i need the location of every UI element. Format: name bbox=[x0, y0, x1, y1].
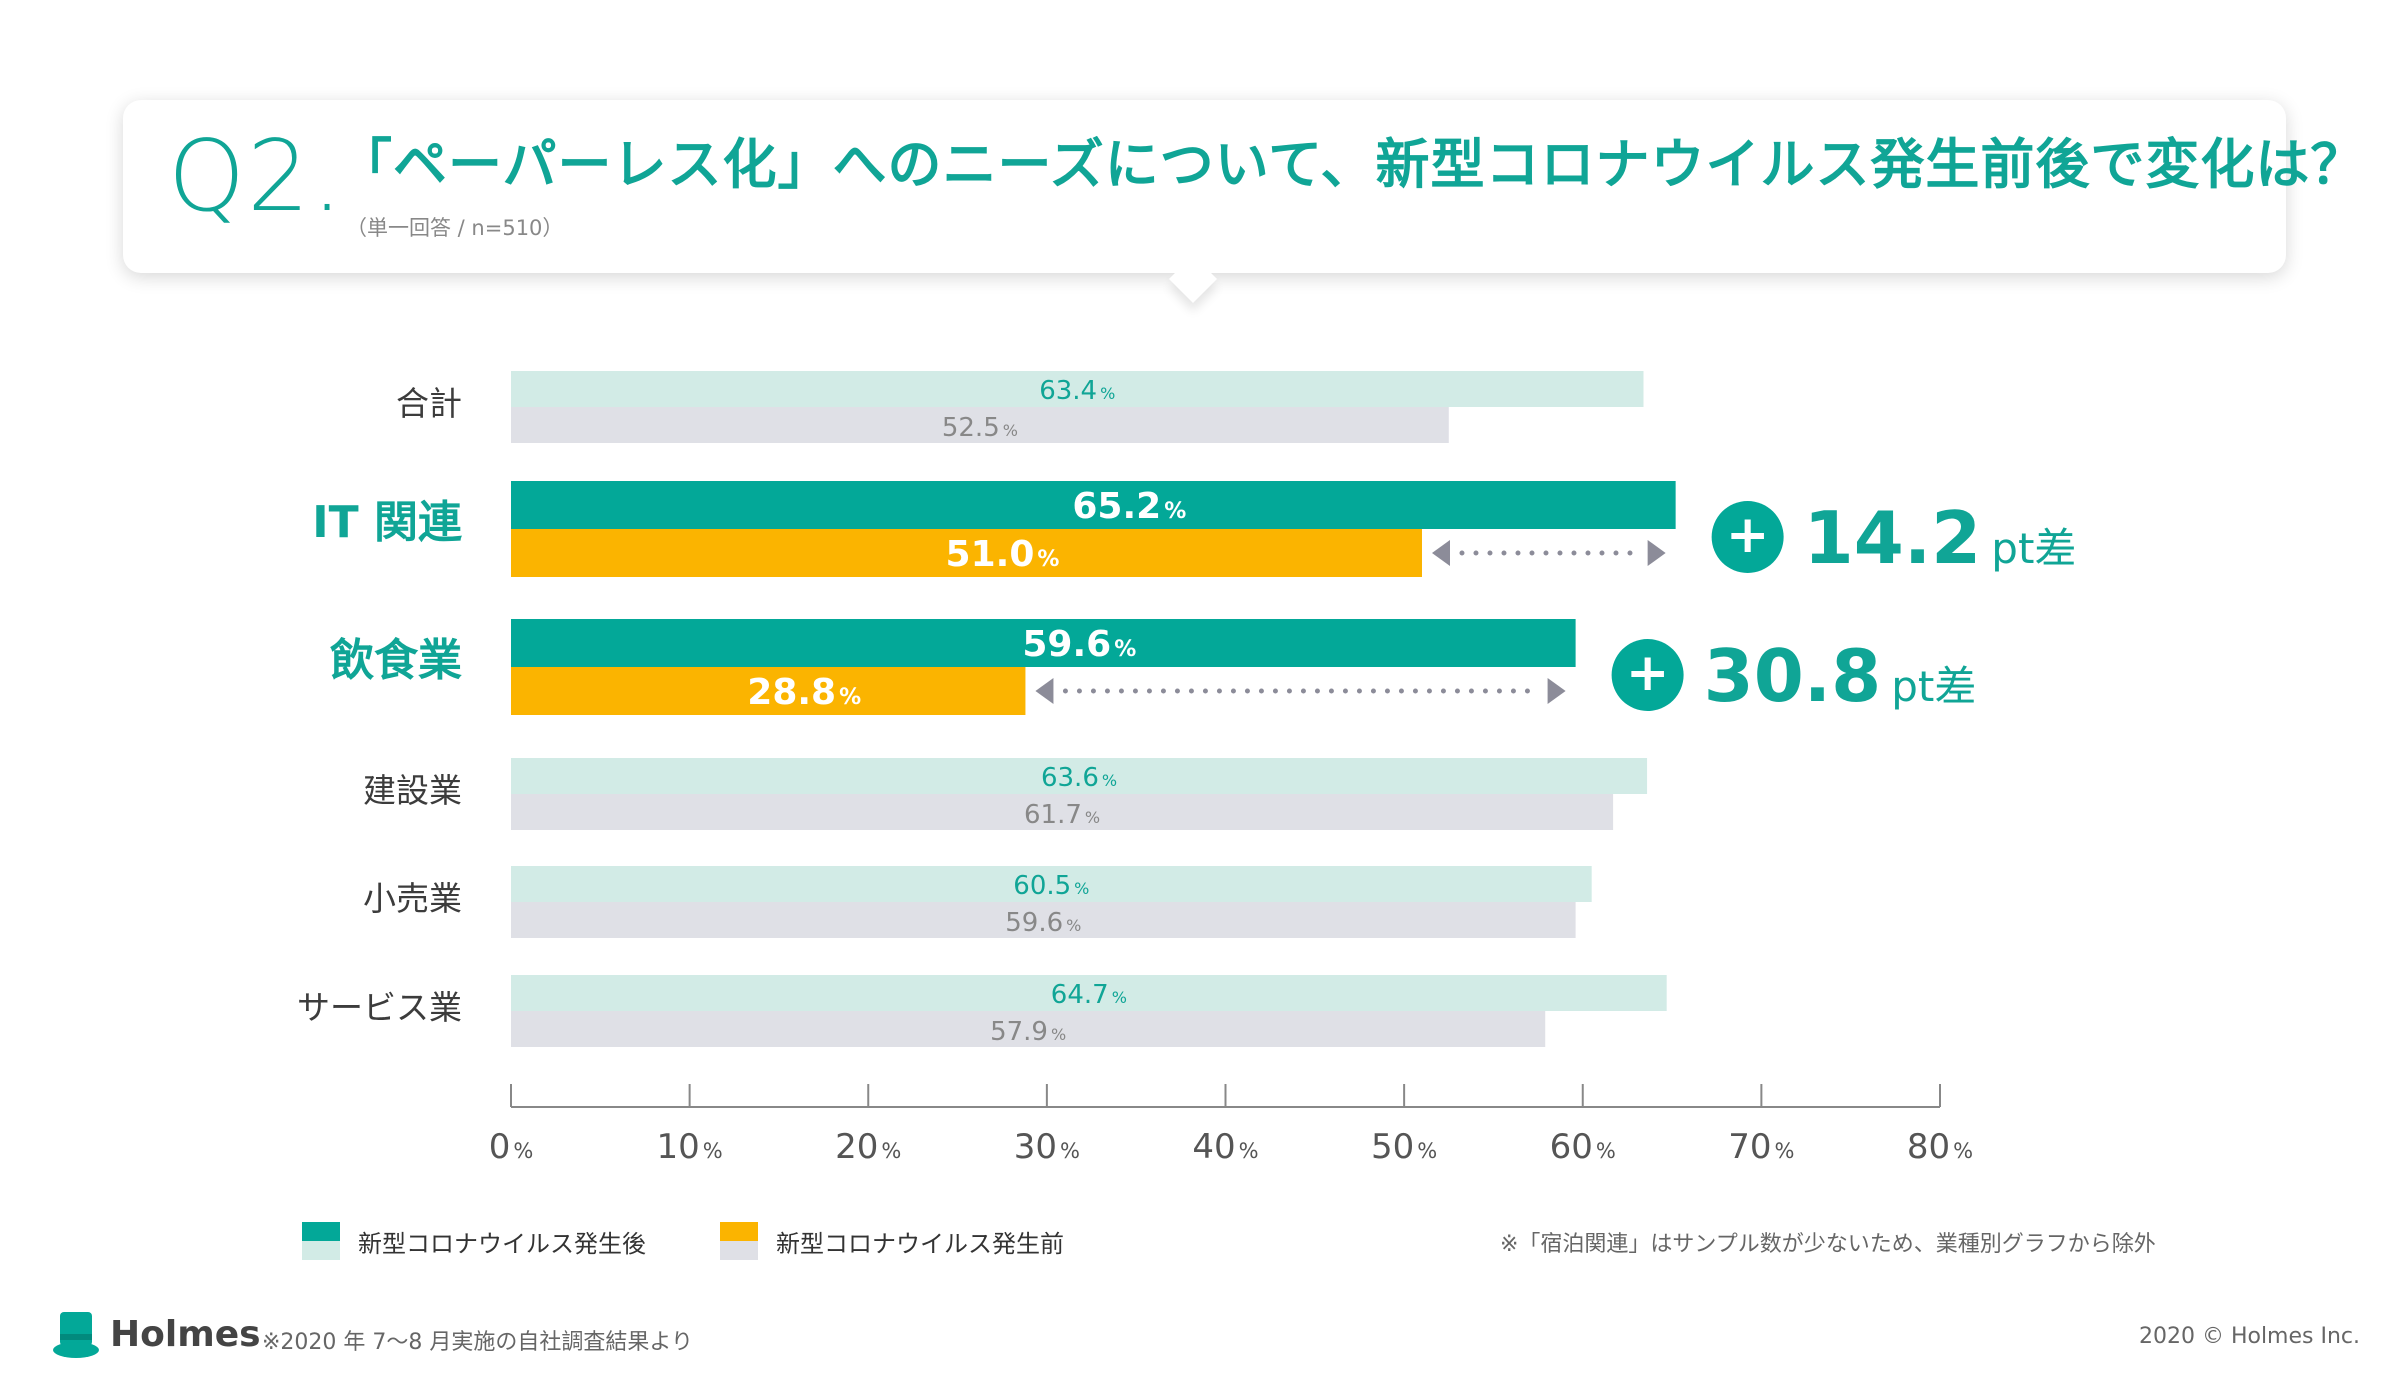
arrow-head-left bbox=[1035, 678, 1054, 704]
difference-value: 14.2 pt差 bbox=[1804, 496, 2077, 580]
x-axis-tick-label: 50% bbox=[1371, 1127, 1437, 1167]
plus-sign: + bbox=[1626, 643, 1670, 703]
category-label: 合計 bbox=[396, 384, 462, 423]
bar-before bbox=[511, 1011, 1546, 1047]
footnote: ※「宿泊関連」はサンプル数が少ないため、業種別グラフから除外 bbox=[1500, 1232, 2156, 1257]
question-number: Q2. bbox=[168, 120, 345, 234]
difference-value: 30.8 pt差 bbox=[1704, 634, 1977, 718]
arrow-head-right bbox=[1547, 678, 1566, 704]
plus-circle bbox=[1711, 501, 1784, 573]
category-label: 小売業 bbox=[363, 879, 462, 918]
category-label: 飲食業 bbox=[330, 635, 462, 686]
plus-sign: + bbox=[1726, 505, 1770, 565]
bar-after bbox=[511, 481, 1676, 529]
x-axis-tick-label: 10% bbox=[657, 1127, 723, 1167]
source-note: ※2020 年 7〜8 月実施の自社調査結果より bbox=[262, 1330, 693, 1355]
legend-label-after: 新型コロナウイルス発生後 bbox=[358, 1229, 646, 1258]
category-label: サービス業 bbox=[297, 988, 462, 1027]
bar-after bbox=[511, 866, 1592, 902]
question-title: 「ペーパーレス化」へのニーズについて、新型コロナウイルス発生前後で変化は？ bbox=[338, 133, 2366, 196]
bar-before bbox=[511, 902, 1576, 938]
copyright: 2020 © Holmes Inc. bbox=[2138, 1324, 2360, 1349]
legend-item-after: 新型コロナウイルス発生後 bbox=[302, 1222, 646, 1260]
category-label: IT 関連 bbox=[312, 497, 463, 548]
bar-before bbox=[511, 794, 1614, 830]
bar-after bbox=[511, 619, 1576, 667]
bar-after bbox=[511, 371, 1644, 407]
category-label: 建設業 bbox=[363, 771, 462, 810]
x-axis-tick-label: 40% bbox=[1192, 1127, 1258, 1167]
legend-item-before: 新型コロナウイルス発生前 bbox=[720, 1222, 1064, 1260]
x-axis-tick-label: 70% bbox=[1728, 1127, 1794, 1167]
bar-chart: 合計 63.4 %52.5 %IT 関連 65.2 %51.0 %飲食業 59.6 %28.8%… bbox=[297, 371, 2077, 1167]
x-axis-tick-label: 30% bbox=[1014, 1127, 1080, 1167]
data-label-before: 61.7% bbox=[1024, 800, 1100, 830]
brand: Holmes bbox=[52, 1308, 261, 1360]
question-note: （単一回答 / n=510） bbox=[346, 216, 564, 240]
legend-label-before: 新型コロナウイルス発生前 bbox=[776, 1229, 1064, 1258]
bar-after bbox=[511, 758, 1648, 794]
legend-swatch-before bbox=[720, 1222, 758, 1260]
arrow-head-left bbox=[1431, 540, 1450, 566]
arrow-head-right bbox=[1647, 540, 1666, 566]
top-hat-icon bbox=[53, 1312, 99, 1358]
bar-before bbox=[511, 667, 1026, 715]
brand-name: Holmes bbox=[110, 1313, 261, 1355]
x-axis-tick-label: 80% bbox=[1907, 1127, 1973, 1167]
x-axis-tick-label: 0% bbox=[489, 1127, 534, 1167]
bar-before bbox=[511, 529, 1422, 577]
x-axis-tick-label: 20% bbox=[835, 1127, 901, 1167]
plus-circle bbox=[1611, 639, 1684, 711]
x-axis-tick-label: 60% bbox=[1550, 1127, 1616, 1167]
legend-swatch-after bbox=[302, 1222, 340, 1260]
bar-before bbox=[511, 407, 1449, 443]
bar-after bbox=[511, 975, 1667, 1011]
